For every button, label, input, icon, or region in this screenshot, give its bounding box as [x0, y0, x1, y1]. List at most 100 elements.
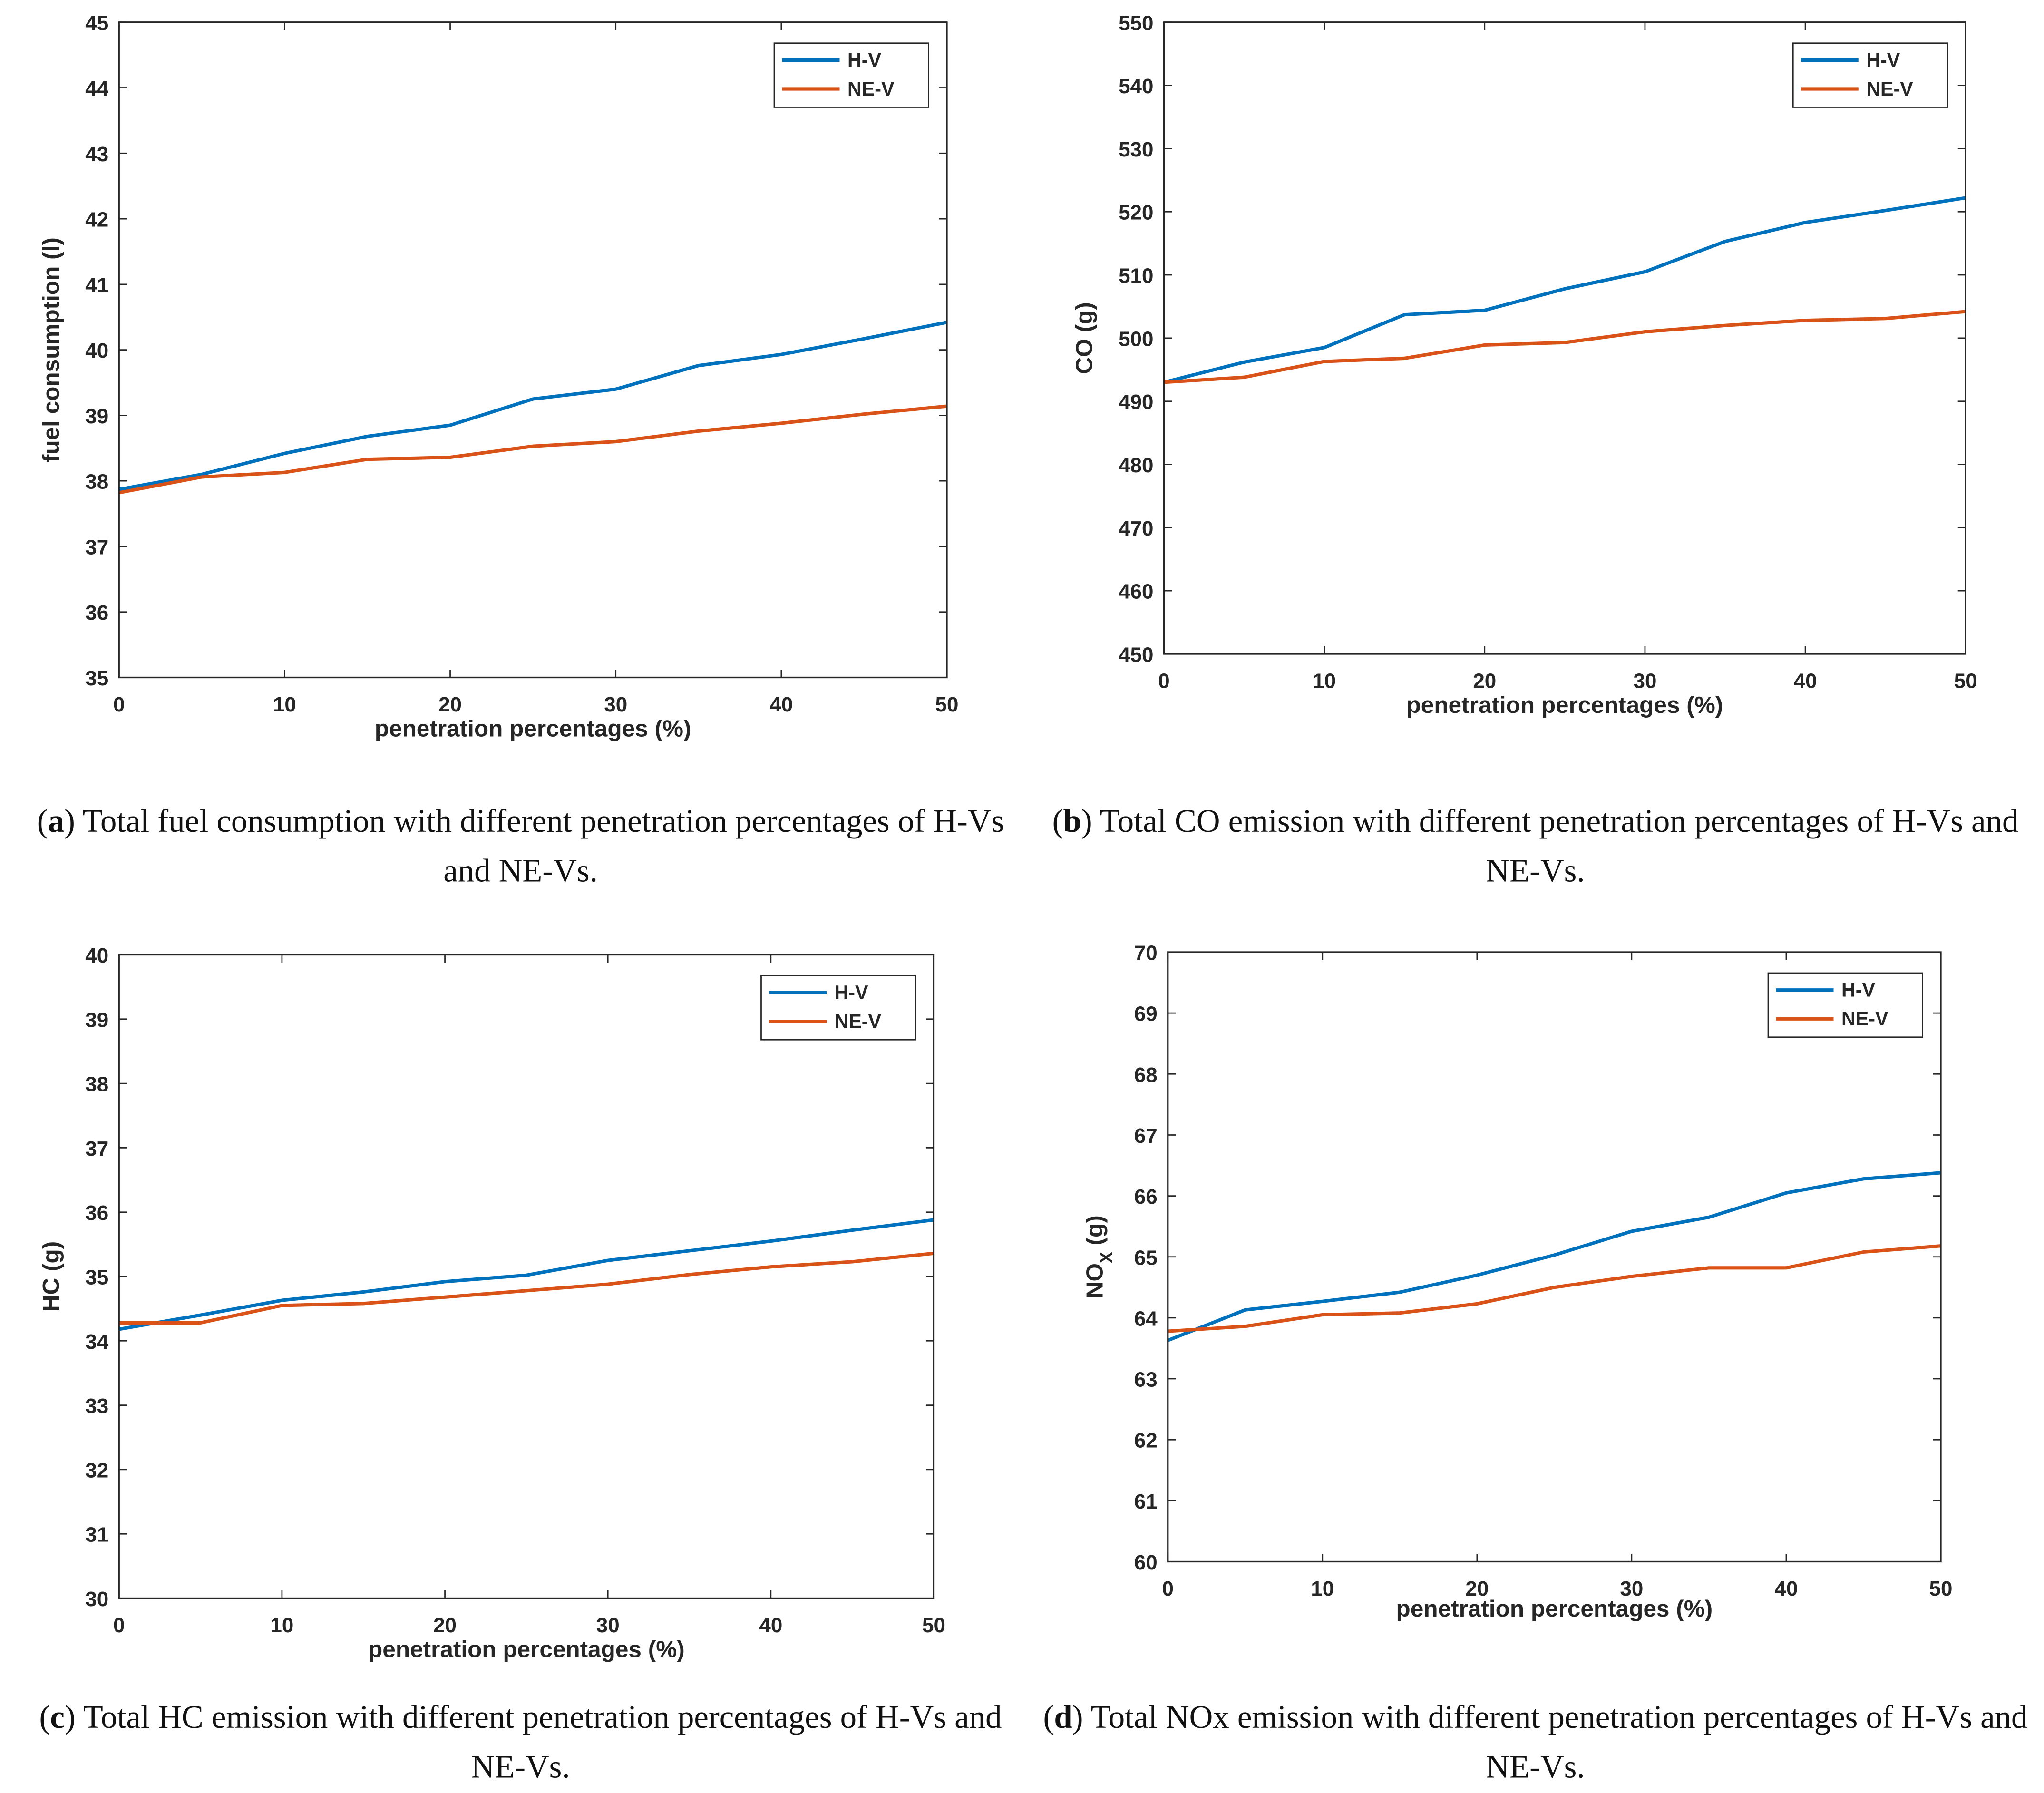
y-tick-label: 530 — [1119, 138, 1153, 161]
series-line — [119, 1251, 934, 1325]
y-axis-label: CO (g) — [1071, 302, 1097, 374]
y-axis-label-part: CO (g) — [1071, 302, 1097, 374]
y-tick-label: 40 — [85, 944, 108, 967]
y-axis-label-part: fuel consumption (l) — [38, 237, 64, 462]
y-tick-label: 44 — [85, 77, 108, 100]
legend-label: H-V — [1866, 49, 1900, 71]
y-axis-label-part: HC (g) — [38, 1241, 64, 1312]
y-tick-label: 38 — [85, 470, 108, 494]
x-tick-label: 10 — [270, 1614, 293, 1637]
x-tick-label: 30 — [596, 1614, 620, 1637]
series-line — [1164, 310, 1966, 384]
plot-area — [1168, 952, 1941, 1562]
series-line — [1163, 196, 1966, 384]
legend-box — [773, 42, 929, 108]
y-tick-label: 39 — [85, 1008, 108, 1032]
caption-text: Total fuel consumption with different pe… — [82, 804, 1004, 889]
plot-area — [1164, 22, 1966, 654]
y-tick-label: 67 — [1134, 1124, 1158, 1148]
caption-label: d — [1043, 1700, 1091, 1735]
y-tick-label: 62 — [1134, 1429, 1158, 1452]
x-tick-label: 40 — [769, 693, 793, 716]
plot-frame — [118, 954, 935, 1599]
caption: cTotal HC emission with different penetr… — [24, 1694, 1018, 1793]
x-tick-label: 0 — [113, 1614, 125, 1637]
x-tick-label: 40 — [1774, 1577, 1798, 1600]
y-tick-label: 500 — [1119, 327, 1153, 351]
y-tick-label: 60 — [1134, 1551, 1158, 1574]
plot-frame — [1167, 951, 1942, 1563]
series-line — [1168, 1244, 1941, 1333]
x-tick-label: 10 — [1311, 1577, 1334, 1600]
x-tick-label: 30 — [604, 693, 627, 716]
plot-area — [119, 22, 947, 678]
y-tick-label: 39 — [85, 405, 108, 428]
caption-text: Total NOx emission with different penetr… — [1090, 1700, 2028, 1785]
y-tick-label: 38 — [85, 1073, 108, 1096]
x-tick-label: 10 — [273, 693, 296, 716]
x-axis-label: penetration percentages (%) — [1396, 1596, 1713, 1622]
legend-box — [1792, 42, 1948, 108]
caption: bTotal CO emission with different penetr… — [1028, 798, 2043, 897]
y-tick-label: 490 — [1119, 390, 1153, 414]
y-tick-label: 65 — [1134, 1246, 1158, 1269]
y-axis-label: fuel consumption (l) — [38, 237, 64, 462]
chart: 30 31 32 33 34 35 36 37 38 39 40 0 10 20 30 40 50 H-V NE-V… — [38, 944, 945, 1662]
y-tick-label: 470 — [1119, 517, 1153, 540]
legend-box — [1767, 972, 1923, 1038]
y-tick-label: 30 — [85, 1588, 108, 1611]
plot-frame — [1163, 21, 1966, 655]
x-tick-label: 30 — [1620, 1577, 1643, 1600]
y-tick-label: 66 — [1134, 1185, 1158, 1208]
y-tick-label: 61 — [1134, 1490, 1158, 1513]
x-tick-label: 0 — [113, 693, 125, 716]
x-axis-label: penetration percentages (%) — [375, 715, 691, 741]
x-tick-label: 20 — [433, 1614, 457, 1637]
x-tick-label: 50 — [922, 1614, 945, 1637]
y-tick-label: 35 — [85, 1266, 108, 1289]
chart: 450 460 470 480 490 500 510 520 530 540 550 0 10 20 30… — [1071, 11, 1977, 718]
caption-label: c — [39, 1700, 83, 1735]
x-tick-label: 50 — [1954, 670, 1977, 693]
y-tick-label: 40 — [85, 339, 108, 362]
legend-label: NE-V — [847, 78, 895, 100]
x-axis-label: penetration percentages (%) — [368, 1636, 685, 1662]
y-tick-label: 35 — [85, 667, 108, 690]
y-tick-label: 36 — [85, 1201, 108, 1225]
x-tick-label: 30 — [1633, 670, 1656, 693]
y-axis-label: HC (g) — [38, 1241, 64, 1312]
legend-box — [760, 975, 916, 1041]
y-tick-label: 32 — [85, 1459, 108, 1482]
legend-label: NE-V — [1866, 78, 1913, 100]
x-tick-label: 20 — [1473, 670, 1496, 693]
x-tick-label: 50 — [1929, 1577, 1953, 1600]
y-tick-label: 42 — [85, 208, 108, 232]
caption: aTotal fuel consumption with different p… — [24, 798, 1018, 897]
x-tick-label: 20 — [438, 693, 462, 716]
series-line — [118, 404, 947, 495]
y-tick-label: 480 — [1119, 454, 1153, 477]
y-tick-label: 43 — [85, 143, 108, 166]
x-tick-label: 0 — [1158, 670, 1169, 693]
legend-label: H-V — [847, 49, 882, 71]
y-tick-label: 510 — [1119, 264, 1153, 288]
y-tick-label: 450 — [1119, 643, 1153, 667]
y-tick-label: 37 — [85, 1137, 108, 1160]
series-line — [118, 321, 947, 491]
y-tick-label: 34 — [85, 1330, 108, 1354]
caption-text: Total HC emission with different penetra… — [83, 1700, 1002, 1785]
y-tick-label: 31 — [85, 1523, 108, 1547]
y-tick-label: 33 — [85, 1394, 108, 1418]
y-axis-label-part: X — [1097, 1252, 1116, 1263]
legend-label: H-V — [1841, 979, 1876, 1001]
y-tick-label: 69 — [1134, 1003, 1158, 1026]
caption-text: Total CO emission with different penetra… — [1100, 804, 2019, 889]
y-tick-label: 45 — [85, 11, 108, 35]
y-axis-label-part: (g) — [1081, 1215, 1108, 1252]
caption: dTotal NOx emission with different penet… — [1028, 1694, 2043, 1793]
chart: 35 36 37 38 39 40 41 42 43 44 45 0 10 20 30 40 50 H-V NE-V… — [38, 11, 959, 741]
y-tick-label: 37 — [85, 536, 108, 559]
y-axis-label-part: NO — [1081, 1263, 1108, 1298]
